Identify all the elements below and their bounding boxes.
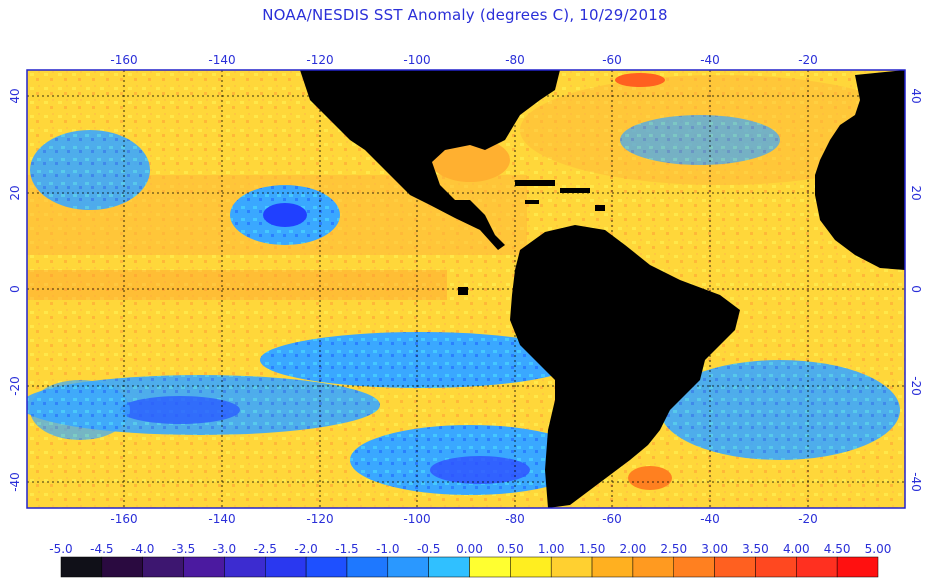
colorbar-label: 0.00 [456,542,483,556]
colorbar-label: 0.50 [497,542,524,556]
colorbar-label: -3.0 [213,542,236,556]
colorbar-label: 1.50 [579,542,606,556]
colorbar-swatch [60,556,103,578]
lon-tick-bottom: -120 [306,512,333,526]
colorbar-label: 3.00 [701,542,728,556]
grid-lines [27,70,905,508]
colorbar-label: -1.5 [335,542,358,556]
lat-tick-right: -20 [909,376,923,396]
axis-labels: -160 -160 -140 -140 -120 -120 -100 -100 -80 -80 -6… [8,53,923,526]
colorbar-label: -4.0 [131,542,154,556]
lat-tick-left: 0 [8,285,22,293]
lon-tick-top: -60 [602,53,622,67]
colorbar-label: -2.5 [254,542,277,556]
lon-tick-top: -40 [700,53,720,67]
lat-tick-right: 0 [909,285,923,293]
colorbar-label: 4.50 [824,542,851,556]
map-frame [26,69,906,509]
colorbar-label: -2.0 [294,542,317,556]
lon-tick-bottom: -100 [403,512,430,526]
colorbar-swatch [796,556,838,578]
lon-tick-top: -100 [403,53,430,67]
land-north-america [300,70,560,250]
colorbar-label: -5.0 [49,542,72,556]
colorbar-swatch [469,556,511,578]
lon-tick-bottom: -20 [798,512,818,526]
colorbar-swatch [510,556,552,578]
lat-tick-left: -40 [8,472,22,492]
lon-tick-top: -80 [505,53,525,67]
lon-tick-bottom: -60 [602,512,622,526]
colorbar-swatch [714,556,756,578]
lon-tick-bottom: -140 [208,512,235,526]
lon-tick-bottom: -80 [505,512,525,526]
colorbar-swatch [550,556,593,578]
colorbar-swatch [265,556,307,578]
lon-tick-top: -160 [110,53,137,67]
colorbar-swatch [183,556,225,578]
lon-tick-top: -20 [798,53,818,67]
colorbar-swatch [305,556,348,578]
colorbar-swatch [101,556,143,578]
lat-tick-right: -40 [909,472,923,492]
colorbar-swatch [632,556,675,578]
colorbar-label: 4.00 [783,542,810,556]
colorbar-swatch [387,556,429,578]
colorbar-swatch [224,556,266,578]
lat-tick-right: 20 [909,185,923,200]
colorbar-swatch [836,556,879,578]
colorbar-swatch [346,556,389,578]
colorbar-swatch [428,556,470,578]
lon-tick-top: -140 [208,53,235,67]
lat-tick-left: -20 [8,376,22,396]
lat-tick-left: 20 [8,185,22,200]
colorbar-label: 3.50 [742,542,769,556]
lon-tick-bottom: -160 [110,512,137,526]
colorbar-swatch [591,556,634,578]
colorbar-swatch [142,556,184,578]
land-south-america [510,225,740,508]
colorbar-label: 1.00 [538,542,565,556]
colorbar-label: 2.50 [660,542,687,556]
colorbar-label: -0.5 [417,542,440,556]
land-europe-africa [815,70,905,270]
colorbar-label: -1.0 [376,542,399,556]
lat-tick-left: 40 [8,88,22,103]
colorbar-label: -3.5 [172,542,195,556]
lon-tick-top: -120 [306,53,333,67]
colorbar-label: 5.00 [865,542,892,556]
map-title: NOAA/NESDIS SST Anomaly (degrees C), 10/… [262,6,668,24]
lon-tick-bottom: -40 [700,512,720,526]
colorbar-label: -4.5 [90,542,113,556]
colorbar-label: 2.00 [620,542,647,556]
lat-tick-right: 40 [909,88,923,103]
colorbar-swatch [673,556,715,578]
colorbar-swatch [755,556,797,578]
